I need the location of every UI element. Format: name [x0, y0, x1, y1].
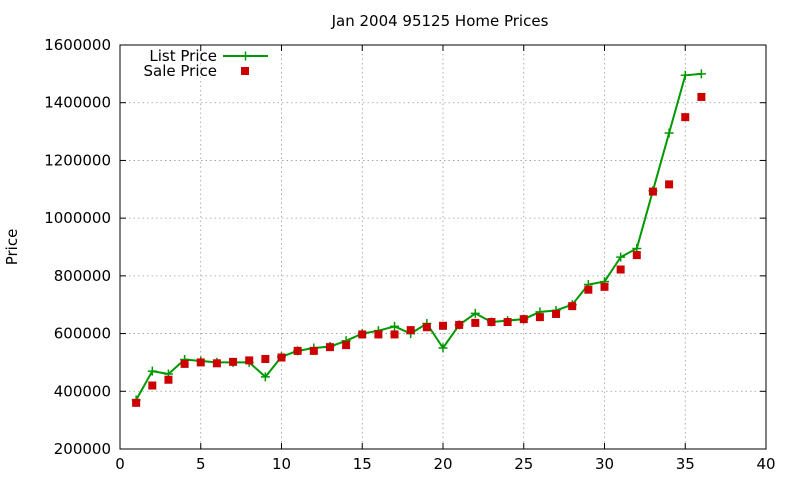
series-line-list-price: [135, 72, 702, 401]
chart-title: Jan 2004 95125 Home Prices: [331, 12, 549, 30]
sale-price-point: [229, 357, 238, 366]
sale-price-point: [519, 315, 528, 324]
y-tick-label: 1000000: [44, 209, 111, 227]
sale-price-point: [568, 302, 577, 311]
sale-price-point: [552, 309, 561, 318]
y-tick-label: 1400000: [44, 94, 111, 112]
series: [131, 69, 706, 407]
sale-price-point: [697, 92, 706, 101]
sale-price-point: [245, 356, 254, 365]
x-tick-label: 35: [676, 455, 695, 473]
list-price-point: [438, 343, 448, 353]
legend-marker-sale-price: [241, 67, 249, 75]
sale-price-point: [665, 180, 674, 189]
sale-price-point: [390, 330, 399, 339]
legend: List Price Sale Price: [144, 47, 268, 80]
sale-price-point: [277, 353, 286, 362]
x-tick-label: 30: [595, 455, 614, 473]
sale-price-point: [455, 320, 464, 329]
sale-price-point: [439, 321, 447, 330]
list-price-point: [147, 366, 157, 376]
list-price-point: [616, 252, 626, 262]
x-tick-label: 40: [756, 455, 775, 473]
grid: [120, 45, 766, 449]
legend-label-list-price: List Price: [149, 47, 217, 65]
y-tick-label: 200000: [54, 440, 111, 458]
x-tick-label: 5: [196, 455, 206, 473]
sale-price-point: [148, 381, 157, 390]
sale-price-point: [422, 323, 431, 332]
list-price-point: [696, 69, 706, 79]
list-price-point: [390, 321, 400, 331]
x-tick-label: 10: [272, 455, 291, 473]
list-price-point: [260, 372, 270, 382]
sale-price-point: [471, 318, 480, 327]
legend-marker-list-price: [241, 51, 250, 61]
list-price-point: [470, 308, 480, 318]
legend-label-sale-price: Sale Price: [144, 62, 217, 80]
sale-price-point: [487, 318, 496, 327]
sale-price-point: [132, 398, 141, 407]
y-tick-label: 1200000: [44, 151, 111, 169]
sale-price-point: [180, 359, 189, 368]
sale-price-point: [212, 359, 221, 368]
y-tick-label: 1600000: [44, 36, 111, 54]
x-tick-label: 0: [115, 455, 125, 473]
sale-price-point: [164, 375, 173, 384]
sale-price-point: [584, 285, 593, 294]
y-tick-label: 800000: [54, 267, 111, 285]
y-tick-label: 400000: [54, 382, 111, 400]
x-tick-label: 15: [353, 455, 372, 473]
sale-price-point: [406, 326, 415, 335]
sale-price-point: [600, 282, 609, 291]
sale-price-point: [535, 313, 544, 322]
list-price-point: [680, 70, 690, 80]
x-tick-label: 20: [433, 455, 452, 473]
axis-ticks: 200000 400000 600000 800000 1000000 1200000 14…: [44, 36, 775, 473]
sale-price-point: [503, 318, 512, 327]
sale-price-point: [196, 358, 205, 367]
sale-price-point: [358, 330, 367, 339]
list-price-point: [664, 128, 674, 138]
x-tick-label: 25: [514, 455, 533, 473]
sale-price-point: [616, 265, 625, 274]
sale-price-point: [374, 330, 383, 339]
sale-price-point: [681, 113, 690, 122]
sale-price-point: [309, 346, 318, 355]
y-tick-label: 600000: [54, 325, 111, 343]
sale-price-point: [632, 251, 641, 260]
sale-price-point: [293, 346, 302, 355]
sale-price-point: [261, 354, 270, 363]
y-axis-label: Price: [3, 229, 21, 266]
sale-price-point: [342, 341, 351, 350]
sale-price-point: [648, 187, 657, 196]
sale-price-point: [325, 343, 334, 352]
